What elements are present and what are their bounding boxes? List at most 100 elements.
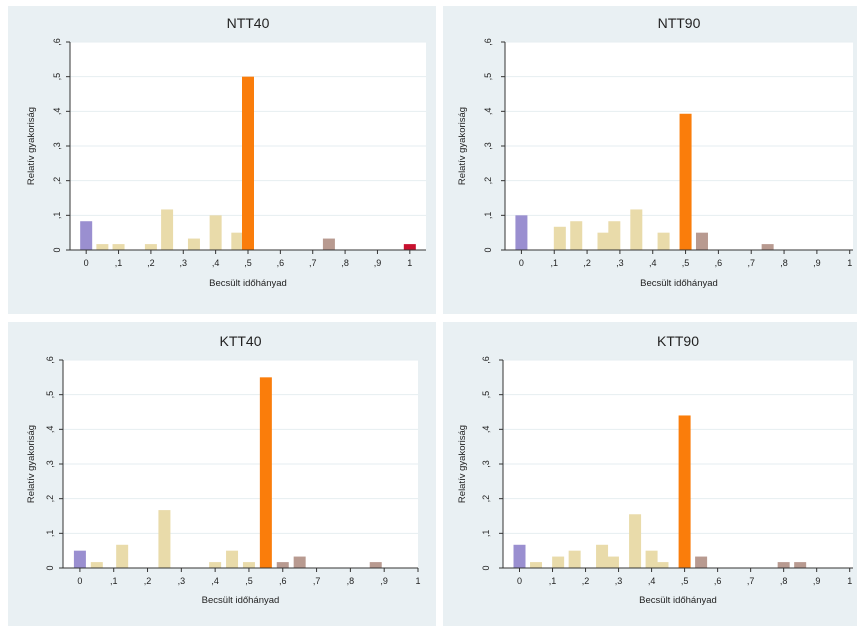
bar-default	[630, 209, 643, 250]
y-tick-label: ,2	[483, 177, 493, 185]
bar-default	[597, 232, 610, 250]
x-tick-label: ,2	[144, 576, 152, 586]
bar-half	[679, 113, 692, 250]
x-tick-label: ,7	[747, 258, 755, 268]
chart-svg: 0 ,1 ,2 ,3 ,4 ,5 ,6 0 ,1 ,2 ,3 ,4 ,5 ,6 ,7 ,8 ,9 1 KTT90 Be…	[457, 333, 853, 606]
y-tick-label: ,6	[45, 356, 55, 364]
y-tick-label: ,5	[45, 391, 55, 399]
bar-above	[794, 562, 807, 568]
x-tick-label: ,6	[715, 258, 723, 268]
y-tick-label: ,2	[45, 495, 55, 503]
bar-default	[656, 562, 669, 568]
bar-default	[209, 215, 222, 250]
bar-default	[568, 550, 581, 568]
x-tick-label: ,9	[374, 258, 382, 268]
x-tick-label: ,1	[110, 576, 118, 586]
x-tick-label: ,6	[714, 576, 722, 586]
x-tick-label: 1	[407, 258, 412, 268]
x-tick-label: ,7	[747, 576, 755, 586]
bar-above	[695, 232, 708, 250]
x-tick-label: ,3	[616, 258, 624, 268]
y-tick-label: ,2	[481, 495, 491, 503]
bar-default	[552, 556, 565, 568]
bar-default	[112, 244, 125, 250]
x-tick-label: ,3	[180, 258, 188, 268]
chart-title: KTT40	[219, 333, 261, 349]
bar-default	[242, 562, 255, 568]
bar-half	[678, 415, 691, 568]
bar-above	[777, 562, 790, 568]
x-tick-label: 1	[847, 258, 852, 268]
bar-zero	[80, 221, 93, 250]
y-axis-label: Relatív gyakoriság	[457, 425, 468, 503]
chart-panel-ntt40: 0 ,1 ,2 ,3 ,4 ,5 ,6 0 ,1 ,2 ,3 ,4 ,5 ,6 ,7 ,8 ,9 1 NTT40 Be…	[8, 6, 436, 314]
bar-default	[116, 544, 129, 568]
x-tick-label: 0	[84, 258, 89, 268]
x-tick-label: 0	[77, 576, 82, 586]
x-tick-label: ,5	[682, 258, 690, 268]
x-tick-label: ,6	[279, 576, 287, 586]
x-tick-label: ,7	[313, 576, 321, 586]
y-tick-label: ,4	[483, 108, 493, 116]
x-tick-label: ,8	[341, 258, 349, 268]
chart-panel-ntt90: 0 ,1 ,2 ,3 ,4 ,5 ,6 0 ,1 ,2 ,3 ,4 ,5 ,6 ,7 ,8 ,9 1 NTT90 Be…	[443, 6, 857, 314]
y-tick-label: 0	[45, 565, 55, 570]
x-tick-label: ,7	[309, 258, 317, 268]
y-tick-label: ,1	[483, 212, 493, 220]
x-tick-label: ,3	[615, 576, 623, 586]
y-tick-label: ,2	[52, 177, 62, 185]
x-tick-label: ,5	[681, 576, 689, 586]
bar-half	[242, 76, 254, 251]
chart-title: KTT90	[657, 333, 699, 349]
bar-default	[161, 209, 174, 250]
y-tick-label: ,1	[52, 212, 62, 220]
chart-title: NTT90	[658, 15, 701, 31]
bar-default	[209, 562, 222, 568]
x-tick-label: ,9	[813, 576, 821, 586]
y-tick-label: ,4	[481, 426, 491, 434]
bar-above	[322, 238, 335, 250]
x-tick-label: ,9	[380, 576, 388, 586]
x-tick-label: ,1	[550, 258, 558, 268]
bar-default	[90, 562, 103, 568]
x-tick-label: 1	[847, 576, 852, 586]
y-tick-label: ,3	[483, 142, 493, 150]
x-axis-label: Becsült időhányad	[639, 595, 717, 606]
y-tick-label: ,6	[481, 356, 491, 364]
bar-zero	[513, 544, 526, 568]
x-tick-label: ,9	[813, 258, 821, 268]
y-tick-label: ,3	[481, 460, 491, 468]
bar-default	[530, 562, 543, 568]
y-tick-label: 0	[483, 247, 493, 252]
x-tick-label: ,4	[648, 576, 656, 586]
bar-above	[276, 562, 289, 568]
y-axis-label: Relatív gyakoriság	[26, 425, 37, 503]
chart-panel-ktt90: 0 ,1 ,2 ,3 ,4 ,5 ,6 0 ,1 ,2 ,3 ,4 ,5 ,6 ,7 ,8 ,9 1 KTT90 Be…	[443, 322, 857, 626]
x-tick-label: ,5	[244, 258, 252, 268]
bar-default	[231, 232, 244, 250]
bar-default	[144, 244, 157, 250]
chart-panel-ktt40: 0 ,1 ,2 ,3 ,4 ,5 ,6 0 ,1 ,2 ,3 ,4 ,5 ,6 ,7 ,8 ,9 1 KTT40 Be…	[8, 322, 436, 626]
y-tick-label: ,6	[52, 38, 62, 46]
x-tick-label: 0	[519, 258, 524, 268]
bar-default	[606, 556, 619, 568]
chart-svg: 0 ,1 ,2 ,3 ,4 ,5 ,6 0 ,1 ,2 ,3 ,4 ,5 ,6 ,7 ,8 ,9 1 NTT90 Be…	[457, 15, 853, 289]
y-axis-label: Relatív gyakoriság	[457, 107, 468, 185]
bar-default	[596, 544, 609, 568]
y-tick-label: ,4	[52, 108, 62, 116]
bar-above	[369, 562, 382, 568]
x-axis-label: Becsült időhányad	[202, 595, 280, 606]
y-tick-label: ,5	[483, 73, 493, 81]
x-tick-label: ,4	[211, 576, 219, 586]
bar-default	[608, 221, 621, 250]
bar-above	[695, 556, 708, 568]
x-tick-label: 0	[517, 576, 522, 586]
y-tick-label: 0	[52, 247, 62, 252]
x-tick-label: ,5	[245, 576, 253, 586]
x-axis-label: Becsült időhányad	[640, 278, 718, 289]
bar-default	[158, 510, 171, 568]
y-tick-label: ,4	[45, 426, 55, 434]
x-tick-label: ,1	[549, 576, 557, 586]
bar-default	[226, 550, 239, 568]
y-tick-label: ,3	[52, 142, 62, 150]
